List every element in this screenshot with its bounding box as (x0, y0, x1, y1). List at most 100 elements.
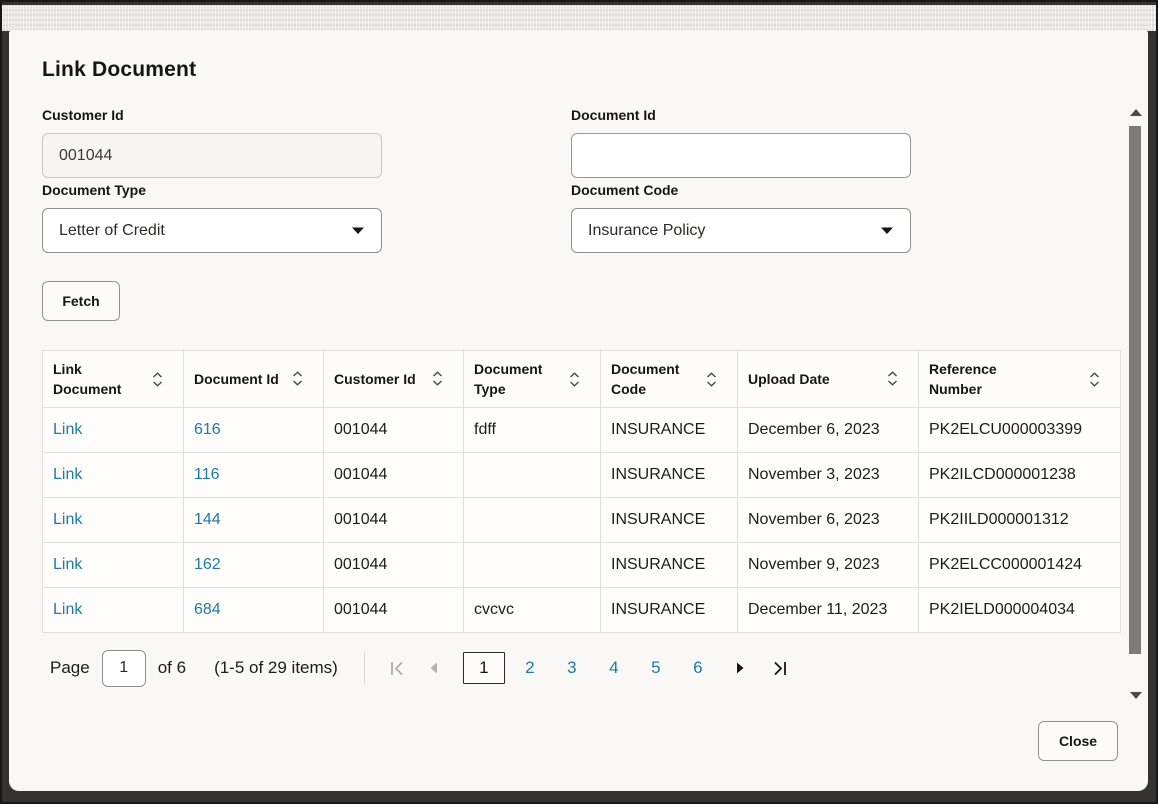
reference-number-cell: PK2IILD000001312 (918, 497, 1121, 543)
document-id-link[interactable]: 616 (194, 421, 221, 438)
customer-id-cell: 001044 (323, 542, 464, 588)
document-code-select[interactable]: Insurance Policy (571, 208, 911, 253)
document-id-link: 162 (183, 542, 324, 588)
table-header-row: Link Document Document Id Customer Id Docum… (42, 350, 1121, 408)
next-page-icon[interactable] (729, 653, 751, 683)
document-type-cell (463, 452, 601, 498)
table-row: Link 144 001044 INSURANCE November 6, 2023 PK… (42, 497, 1121, 543)
sort-chevrons-icon (888, 371, 897, 387)
upload-date-cell: November 9, 2023 (737, 542, 919, 588)
document-id-label: Document Id (571, 107, 656, 123)
column-header-customer-id[interactable]: Customer Id (323, 350, 464, 408)
scrollbar-thumb[interactable] (1129, 126, 1141, 654)
sort-chevrons-icon (1090, 371, 1099, 387)
upload-date-cell: November 3, 2023 (737, 452, 919, 498)
document-id-link: 144 (183, 497, 324, 543)
reference-number-cell: PK2ELCC000001424 (918, 542, 1121, 588)
link-action-link[interactable]: Link (53, 466, 83, 483)
customer-id-input[interactable] (42, 133, 382, 178)
upload-date-cell: November 6, 2023 (737, 497, 919, 543)
link-action-link[interactable]: Link (53, 421, 83, 438)
document-id-link[interactable]: 162 (194, 556, 221, 573)
pagination-divider (363, 651, 365, 685)
reference-number-cell: PK2ELCU000003399 (918, 407, 1121, 453)
customer-id-cell: 001044 (323, 452, 464, 498)
document-id-link: 116 (183, 452, 324, 498)
document-type-cell: cvcvc (463, 587, 601, 633)
document-id-link[interactable]: 144 (194, 511, 221, 528)
link-document-dialog: Link Document Customer Id Document Id Do… (9, 30, 1148, 791)
document-code-value: Insurance Policy (588, 221, 706, 239)
document-type-label: Document Type (42, 182, 146, 198)
link-action-link[interactable]: Link (53, 601, 83, 618)
page-label: Page (50, 658, 90, 677)
reference-number-cell: PK2IELD000004034 (918, 587, 1121, 633)
document-id-link[interactable]: 684 (194, 601, 221, 618)
sort-chevrons-icon (433, 371, 442, 387)
customer-id-cell: 001044 (323, 407, 464, 453)
link-action-link[interactable]: Link (53, 511, 83, 528)
document-code-cell: INSURANCE (600, 497, 738, 543)
column-header-reference-number[interactable]: Reference Number (918, 350, 1121, 408)
document-code-label: Document Code (571, 182, 679, 198)
sort-chevrons-icon (570, 371, 579, 387)
page-of-label: of 6 (157, 658, 187, 677)
link-action-link: Link (42, 452, 184, 498)
customer-id-label: Customer Id (42, 107, 124, 123)
upload-date-cell: December 11, 2023 (737, 587, 919, 633)
sort-chevrons-icon (153, 371, 162, 387)
document-type-cell (463, 497, 601, 543)
page-number-4[interactable]: 4 (609, 658, 619, 677)
page-number-input[interactable] (101, 649, 146, 687)
link-action-link: Link (42, 497, 184, 543)
items-count-label: (1-5 of 29 items) (214, 658, 338, 677)
document-id-link[interactable]: 116 (194, 466, 220, 483)
column-header-document-id[interactable]: Document Id (183, 350, 324, 408)
document-id-link: 616 (183, 407, 324, 453)
caret-down-icon (881, 227, 893, 234)
page-number-2[interactable]: 2 (525, 658, 535, 677)
page-number-list: 1 2 3 4 5 6 (459, 652, 719, 684)
document-type-select[interactable]: Letter of Credit (42, 208, 382, 253)
reference-number-cell: PK2ILCD000001238 (918, 452, 1121, 498)
scroll-down-icon[interactable] (1130, 692, 1142, 699)
document-code-cell: INSURANCE (600, 587, 738, 633)
first-page-icon[interactable] (387, 653, 409, 683)
column-header-upload-date[interactable]: Upload Date (737, 350, 919, 408)
upload-date-cell: December 6, 2023 (737, 407, 919, 453)
table-row: Link 116 001044 INSURANCE November 3, 2023 PK… (42, 452, 1121, 498)
page-number-6[interactable]: 6 (693, 658, 703, 677)
document-code-cell: INSURANCE (600, 407, 738, 453)
last-page-icon[interactable] (769, 653, 791, 683)
background-page-blur (2, 5, 1156, 31)
close-button[interactable]: Close (1038, 721, 1118, 761)
link-action-link: Link (42, 407, 184, 453)
customer-id-cell: 001044 (323, 587, 464, 633)
previous-page-icon[interactable] (423, 653, 445, 683)
column-header-link-document[interactable]: Link Document (42, 350, 184, 408)
link-action-link[interactable]: Link (53, 556, 83, 573)
table-row: Link 684 001044 cvcvc INSURANCE December 11, … (42, 587, 1121, 633)
vertical-scrollbar[interactable] (1128, 107, 1144, 701)
dialog-title: Link Document (42, 58, 197, 81)
sort-chevrons-icon (707, 371, 716, 387)
sort-chevrons-icon (293, 371, 302, 387)
document-id-input[interactable] (571, 133, 911, 178)
table-row: Link 616 001044 fdff INSURANCE December 6, 20… (42, 407, 1121, 453)
document-id-link: 684 (183, 587, 324, 633)
document-type-value: Letter of Credit (59, 221, 165, 239)
caret-down-icon (352, 227, 364, 234)
column-header-document-code[interactable]: Document Code (600, 350, 738, 408)
document-code-cell: INSURANCE (600, 452, 738, 498)
page-number-5[interactable]: 5 (651, 658, 661, 677)
page-number-1[interactable]: 1 (462, 652, 505, 684)
document-code-cell: INSURANCE (600, 542, 738, 588)
customer-id-cell: 001044 (323, 497, 464, 543)
fetch-button[interactable]: Fetch (42, 281, 120, 321)
column-header-document-type[interactable]: Document Type (463, 350, 601, 408)
scroll-up-icon[interactable] (1130, 109, 1142, 116)
documents-table: Link Document Document Id Customer Id Docum… (42, 350, 1121, 633)
table-row: Link 162 001044 INSURANCE November 9, 2023 PK… (42, 542, 1121, 588)
link-action-link: Link (42, 587, 184, 633)
page-number-3[interactable]: 3 (567, 658, 577, 677)
